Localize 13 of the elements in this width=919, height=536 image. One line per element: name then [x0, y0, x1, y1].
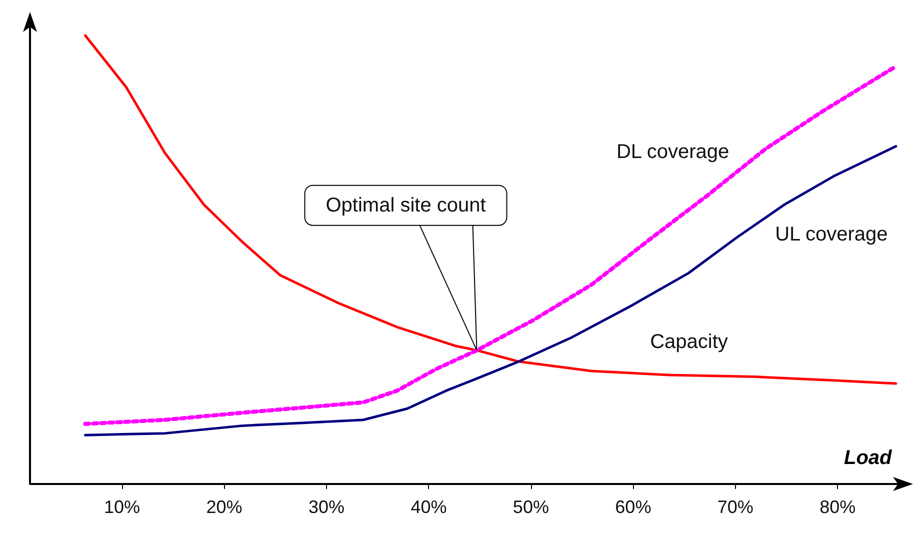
x-tick-label: 30% [308, 497, 344, 517]
series-label: Capacity [650, 331, 728, 354]
series-label: DL coverage [616, 141, 730, 164]
annotation: Optimal site count [326, 194, 486, 216]
x-tick-label: 70% [717, 497, 754, 517]
x-tick-label: 10% [104, 497, 140, 517]
x-tick-label: 50% [512, 497, 549, 517]
x-tick-label: 20% [206, 497, 242, 517]
x-tick-label: 60% [615, 497, 652, 517]
series-label: UL coverage [775, 224, 888, 246]
x-tick-label: 40% [410, 497, 447, 517]
x-tick-label: 80% [820, 497, 856, 517]
x-axis-title: Load [844, 447, 893, 469]
